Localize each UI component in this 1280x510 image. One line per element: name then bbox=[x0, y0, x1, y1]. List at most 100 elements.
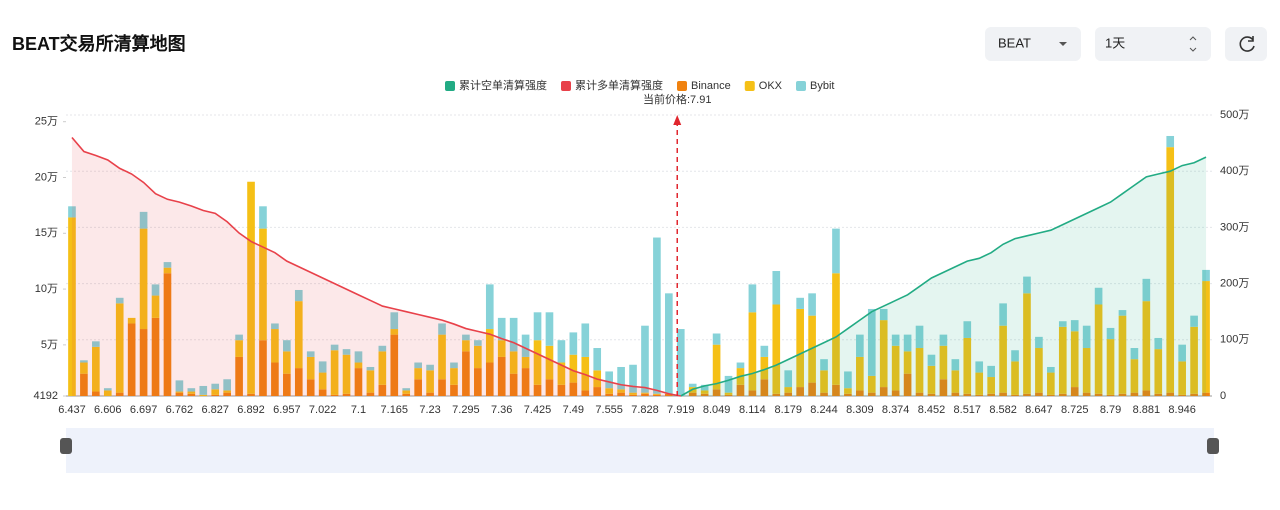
legend-label: OKX bbox=[759, 80, 783, 92]
slider-handle[interactable] bbox=[1207, 438, 1219, 454]
bar-segment bbox=[1154, 349, 1163, 394]
zoom-slider[interactable] bbox=[60, 428, 1219, 473]
bar-segment bbox=[975, 361, 984, 373]
slider-handle[interactable] bbox=[60, 438, 72, 454]
bar-segment bbox=[68, 206, 76, 218]
x-tick-label: 8.309 bbox=[846, 404, 874, 416]
bar-segment bbox=[294, 301, 303, 369]
bar-segment bbox=[1142, 278, 1151, 302]
x-tick-label: 7.828 bbox=[631, 404, 659, 416]
x-tick-label: 8.452 bbox=[918, 404, 946, 416]
bar-segment bbox=[557, 384, 566, 396]
x-tick-label: 8.881 bbox=[1133, 404, 1161, 416]
button-box[interactable] bbox=[1225, 27, 1267, 61]
bar-segment bbox=[712, 344, 721, 390]
bar-segment bbox=[426, 392, 434, 396]
bar-segment bbox=[223, 390, 231, 393]
bar-segment bbox=[712, 333, 721, 345]
select-text[interactable]: 1天 bbox=[1105, 35, 1125, 50]
bar-segment bbox=[1178, 361, 1186, 395]
line-area bbox=[680, 157, 1207, 396]
bar-segment bbox=[617, 389, 625, 393]
bar-segment bbox=[1178, 344, 1186, 362]
x-tick-label: 8.374 bbox=[882, 404, 910, 416]
bar-segment bbox=[115, 392, 124, 396]
bar-segment bbox=[139, 211, 148, 229]
bar-segment bbox=[1035, 336, 1043, 349]
bar-segment bbox=[211, 389, 220, 395]
bar-segment bbox=[772, 393, 781, 396]
bar-segment bbox=[569, 382, 578, 396]
bar-segment bbox=[378, 384, 387, 396]
refresh-button[interactable] bbox=[1225, 27, 1267, 61]
bar-segment bbox=[115, 297, 124, 304]
select-box[interactable] bbox=[1095, 27, 1211, 61]
bar-segment bbox=[1058, 321, 1067, 327]
bar-segment bbox=[844, 371, 852, 389]
bar-segment bbox=[736, 362, 745, 369]
bar-segment bbox=[975, 372, 984, 395]
bar-segment bbox=[306, 356, 315, 380]
bar-segment bbox=[1094, 287, 1103, 305]
bar-segment bbox=[235, 340, 243, 357]
bar-segment bbox=[927, 365, 936, 394]
bar-segment bbox=[1154, 337, 1163, 350]
bar-segment bbox=[211, 383, 220, 390]
x-tick-label: 8.79 bbox=[1100, 404, 1121, 416]
select-text[interactable]: BEAT bbox=[998, 35, 1031, 50]
bar-segment bbox=[617, 392, 625, 396]
bar-segment bbox=[330, 344, 339, 351]
bar-segment bbox=[402, 388, 411, 391]
bar-segment bbox=[1070, 331, 1079, 388]
bar-segment bbox=[426, 370, 434, 393]
bar-segment bbox=[474, 368, 482, 396]
x-tick-label: 6.606 bbox=[94, 404, 122, 416]
symbol-select[interactable]: BEAT bbox=[985, 27, 1081, 61]
y2-tick-label: 100万 bbox=[1220, 334, 1249, 346]
period-select[interactable]: 1天 bbox=[1095, 27, 1211, 61]
x-tick-label: 8.582 bbox=[989, 404, 1017, 416]
bar-segment bbox=[533, 312, 542, 341]
x-tick-label: 8.244 bbox=[810, 404, 838, 416]
bar-segment bbox=[796, 297, 804, 309]
bar-segment bbox=[569, 354, 578, 383]
x-tick-label: 8.946 bbox=[1168, 404, 1196, 416]
bar-segment bbox=[999, 303, 1007, 326]
bar-segment bbox=[330, 350, 339, 395]
bar-segment bbox=[951, 359, 960, 371]
bar-segment bbox=[712, 389, 721, 396]
bar-segment bbox=[1011, 350, 1019, 362]
bar-segment bbox=[283, 340, 291, 352]
bar-segment bbox=[318, 361, 327, 373]
bar-segment bbox=[1094, 304, 1103, 394]
bar-segment bbox=[259, 206, 267, 229]
caret bbox=[1189, 36, 1197, 52]
bar-segment bbox=[402, 390, 411, 394]
bar-segment bbox=[700, 390, 709, 394]
bar-segment bbox=[366, 392, 375, 396]
bar-segment bbox=[963, 321, 972, 338]
x-tick-label: 6.697 bbox=[130, 404, 158, 416]
bar-segment bbox=[796, 387, 804, 396]
bar-segment bbox=[354, 351, 363, 363]
bar-segment bbox=[581, 390, 590, 396]
bar-segment bbox=[342, 349, 351, 355]
legend-swatch bbox=[677, 81, 687, 91]
y2-tick-label: 0 bbox=[1220, 390, 1226, 402]
bar-segment bbox=[521, 334, 530, 357]
bar-segment bbox=[199, 385, 208, 395]
bar-segment bbox=[402, 393, 411, 396]
bar-segment bbox=[474, 345, 482, 369]
bar-segment bbox=[103, 390, 112, 396]
bar-segment bbox=[820, 392, 828, 396]
bar-segment bbox=[999, 325, 1007, 393]
x-tick-label: 7.36 bbox=[491, 404, 512, 416]
line-area bbox=[71, 137, 681, 397]
bar-segment bbox=[163, 262, 172, 268]
bar-segment bbox=[378, 345, 387, 352]
select-box[interactable] bbox=[985, 27, 1081, 61]
y2-tick-label: 500万 bbox=[1220, 109, 1249, 121]
bar-segment bbox=[808, 293, 816, 316]
bar-segment bbox=[688, 392, 697, 396]
